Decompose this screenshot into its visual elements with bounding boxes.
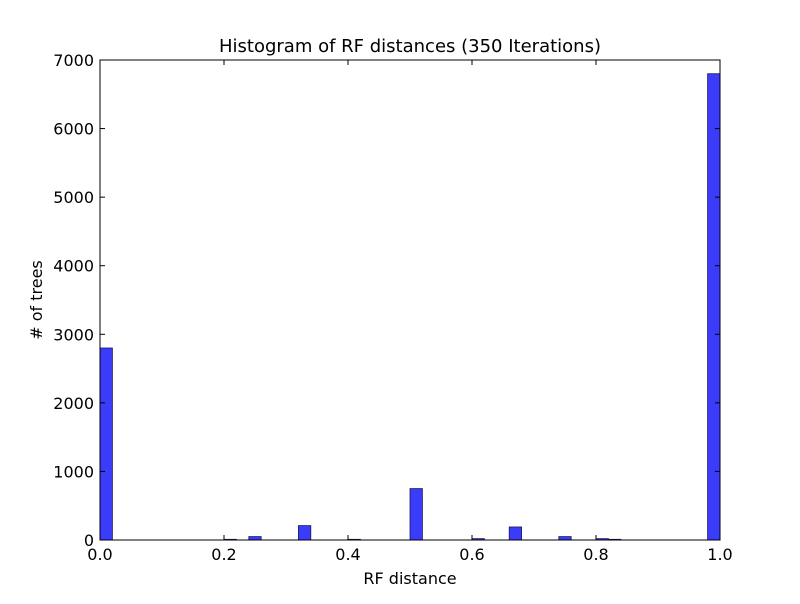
plot-frame [99, 59, 721, 541]
y-tick-label-1: 1000 [53, 462, 94, 481]
x-tick-label-5: 1.0 [707, 545, 732, 564]
x-tick-label-3: 0.6 [459, 545, 484, 564]
x-axis-label: RF distance [363, 569, 456, 588]
y-tick-label-6: 6000 [53, 120, 94, 139]
chart-title: Histogram of RF distances (350 Iteration… [219, 36, 601, 57]
histogram-bar-11 [707, 73, 721, 541]
histogram-bar-7 [508, 526, 523, 541]
y-tick-label-7: 7000 [53, 51, 94, 70]
histogram-bar-0 [99, 347, 113, 541]
y-tick-label-2: 2000 [53, 394, 94, 413]
x-tick-label-0: 0.0 [87, 545, 112, 564]
x-tick-label-2: 0.4 [335, 545, 360, 564]
bars-layer [99, 73, 721, 541]
y-tick-label-0: 0 [84, 531, 94, 550]
x-tick-label-4: 0.8 [583, 545, 608, 564]
y-tick-label-5: 5000 [53, 188, 94, 207]
histogram-bar-8 [558, 536, 572, 541]
y-tick-label-4: 4000 [53, 257, 94, 276]
y-axis-label: # of trees [27, 260, 46, 340]
histogram-bar-3 [297, 525, 312, 541]
histogram-bar-5 [409, 488, 423, 541]
y-tick-label-3: 3000 [53, 325, 94, 344]
histogram-bar-2 [248, 536, 262, 541]
ticks-layer: 0.0 0.2 0.4 0.6 0.8 1.0 0 1000 2000 3000 4000 5000 6… [53, 51, 732, 564]
x-tick-label-1: 0.2 [211, 545, 236, 564]
